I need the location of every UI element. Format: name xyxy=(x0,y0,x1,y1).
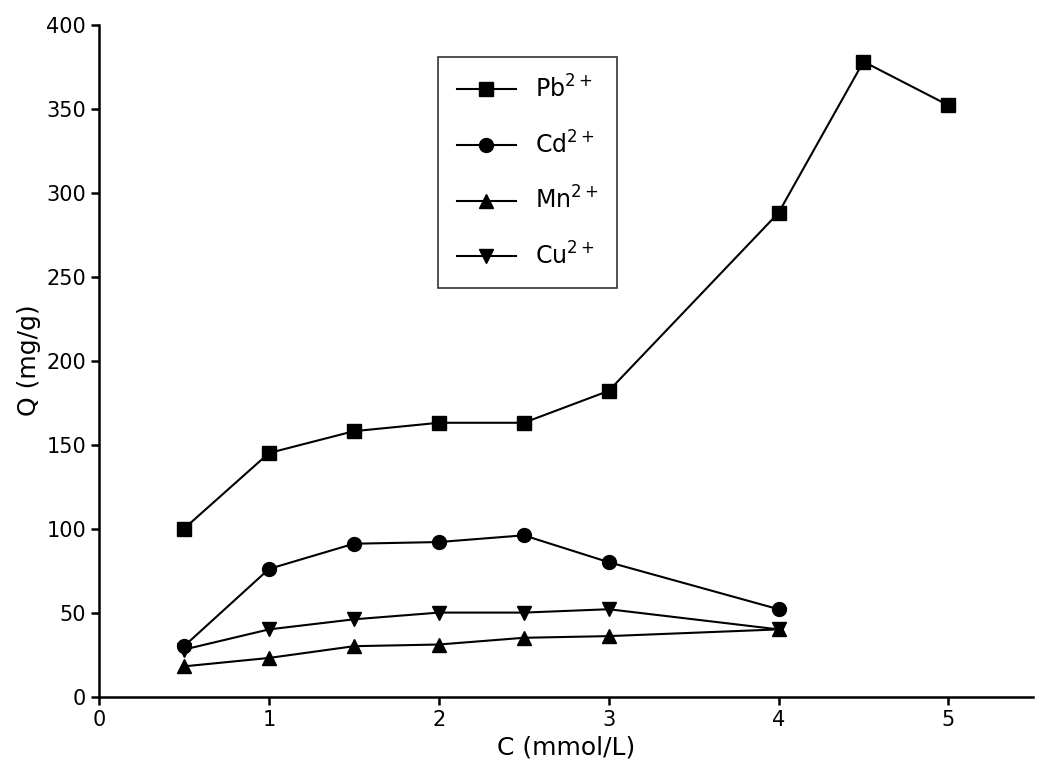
Y-axis label: Q (mg/g): Q (mg/g) xyxy=(17,305,41,417)
X-axis label: C (mmol/L): C (mmol/L) xyxy=(497,736,635,760)
Legend: Pb$^{2+}$, Cd$^{2+}$, Mn$^{2+}$, Cu$^{2+}$: Pb$^{2+}$, Cd$^{2+}$, Mn$^{2+}$, Cu$^{2+… xyxy=(438,57,617,288)
